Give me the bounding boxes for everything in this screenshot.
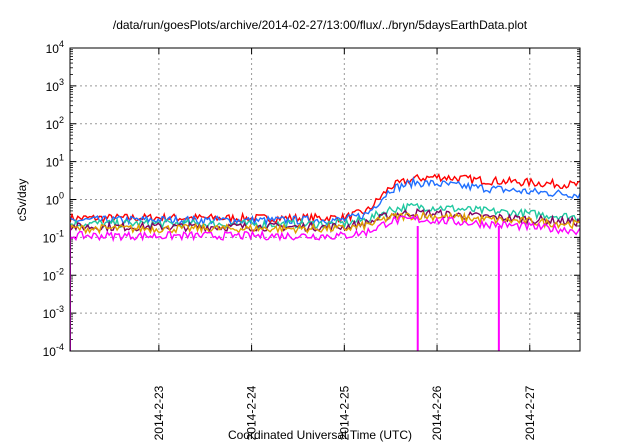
series-group (70, 173, 580, 351)
y-tick-label: 10-2 (43, 266, 64, 283)
series-line (70, 211, 580, 235)
y-tick-label: 10-1 (43, 228, 64, 245)
x-tick-label: 2014-2-23 (152, 385, 166, 440)
chart-title: /data/run/goesPlots/archive/2014-02-27/1… (112, 18, 528, 32)
y-tick-label: 102 (46, 115, 64, 132)
x-tick-label: 2014-2-27 (523, 385, 537, 440)
y-tick-label: 101 (46, 153, 64, 170)
plot-frame (69, 47, 581, 352)
x-tick-label: 2014-2-26 (430, 385, 444, 440)
series-line (70, 173, 580, 225)
x-tick-label: 2014-2-25 (337, 385, 351, 440)
y-tick-label: 103 (46, 77, 64, 94)
series-line (70, 175, 580, 227)
x-tick-label: 2014-2-24 (245, 385, 259, 440)
y-tick-label: 100 (46, 191, 64, 208)
series-line (70, 214, 580, 243)
x-axis-label: Coordinated Universal Time (UTC) (227, 428, 413, 442)
y-tick-label: 104 (46, 39, 64, 56)
y-tick-label: 10-4 (43, 342, 64, 359)
y-tick-label: 10-3 (43, 304, 64, 321)
